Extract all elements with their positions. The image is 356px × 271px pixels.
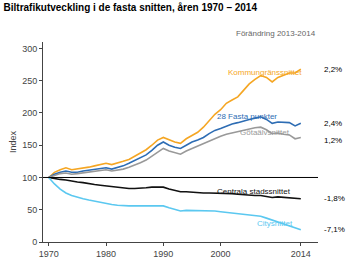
svg-text:300: 300 bbox=[22, 44, 37, 54]
svg-text:Götaälvsnittet: Götaälvsnittet bbox=[240, 128, 290, 137]
svg-text:2,2%: 2,2% bbox=[324, 65, 342, 74]
svg-text:50: 50 bbox=[27, 205, 37, 215]
svg-text:1990: 1990 bbox=[153, 249, 173, 259]
svg-text:1,2%: 1,2% bbox=[324, 136, 342, 145]
svg-text:2,4%: 2,4% bbox=[324, 119, 342, 128]
svg-text:28 Fasta punkter: 28 Fasta punkter bbox=[217, 112, 277, 121]
svg-text:Centrala stadssnittet: Centrala stadssnittet bbox=[217, 187, 291, 196]
svg-text:-1,8%: -1,8% bbox=[324, 194, 345, 203]
svg-text:Kommungränssnittet: Kommungränssnittet bbox=[228, 68, 302, 77]
svg-text:2000: 2000 bbox=[211, 249, 231, 259]
svg-text:250: 250 bbox=[22, 76, 37, 86]
svg-text:Index: Index bbox=[8, 130, 18, 153]
svg-text:Förändring 2013-2014: Förändring 2013-2014 bbox=[236, 29, 316, 38]
svg-text:-7,1%: -7,1% bbox=[324, 225, 345, 234]
svg-text:2014: 2014 bbox=[291, 249, 311, 259]
svg-text:1980: 1980 bbox=[96, 249, 116, 259]
svg-text:200: 200 bbox=[22, 108, 37, 118]
svg-text:Biltrafikutveckling i de fasta: Biltrafikutveckling i de fasta snitten, … bbox=[4, 2, 258, 13]
svg-text:1970: 1970 bbox=[39, 249, 59, 259]
svg-text:150: 150 bbox=[22, 140, 37, 150]
svg-text:0: 0 bbox=[32, 237, 37, 247]
svg-text:Citysnittet: Citysnittet bbox=[257, 219, 293, 228]
svg-text:100: 100 bbox=[22, 173, 37, 183]
